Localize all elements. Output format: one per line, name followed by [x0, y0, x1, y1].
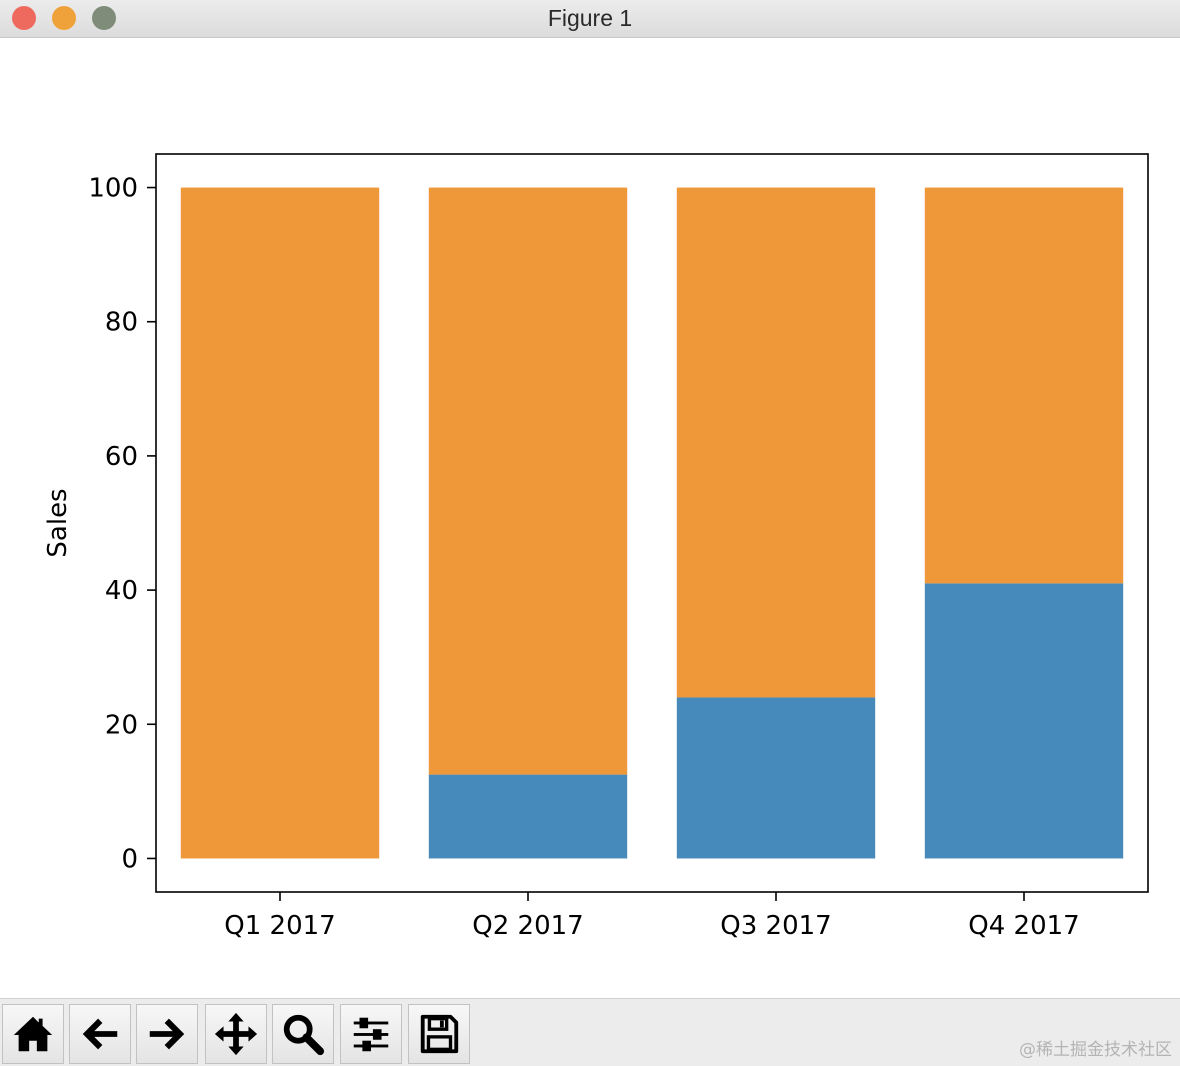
save-floppy-icon	[420, 1014, 459, 1054]
bar-series2-q4-2017	[924, 187, 1124, 584]
bar-series1-q3-2017	[676, 697, 876, 859]
figure-canvas: 0 20 40 60 80 100 Q1 2017 Q2 2017 Q3 2017 Q4 2017…	[0, 38, 1180, 998]
configure-subplots-icon	[353, 1017, 389, 1052]
close-window-button[interactable]	[12, 6, 36, 30]
bar-chart: 0 20 40 60 80 100 Q1 2017 Q2 2017 Q3 2017 Q4 2017…	[43, 153, 1149, 941]
zoom-magnifier-icon	[283, 1014, 325, 1056]
bar-series1-q2-2017	[428, 774, 628, 859]
window-titlebar: Figure 1	[0, 0, 1180, 38]
back-arrow-icon	[82, 1018, 118, 1050]
bar-series1-q4-2017	[924, 583, 1124, 859]
y-tick-label-60: 60	[105, 442, 138, 472]
pan-move-icon	[214, 1012, 258, 1056]
y-tick-label-100: 100	[88, 174, 138, 204]
window-title: Figure 1	[547, 5, 633, 31]
y-tick-label-0: 0	[121, 844, 138, 874]
y-tick-label-40: 40	[105, 576, 138, 606]
watermark-text: @稀土掘金技术社区	[1019, 1040, 1172, 1060]
y-tick-label-80: 80	[105, 308, 138, 338]
minimize-window-button[interactable]	[52, 6, 76, 30]
pan-button[interactable]	[205, 1004, 267, 1064]
zoom-window-button[interactable]	[92, 6, 116, 30]
navigation-toolbar: @稀土掘金技术社区	[0, 998, 1180, 1066]
plot-frame	[155, 153, 1149, 893]
forward-button[interactable]	[136, 1004, 198, 1064]
y-axis-label: Sales	[43, 488, 73, 557]
home-icon	[13, 1016, 53, 1052]
configure-subplots-button[interactable]	[340, 1004, 402, 1064]
bar-series2-q2-2017	[428, 187, 628, 775]
zoom-button[interactable]	[272, 1004, 334, 1064]
bar-series2-q3-2017	[676, 187, 876, 698]
bar-series2-q1-2017	[180, 187, 380, 859]
home-button[interactable]	[2, 1004, 64, 1064]
x-tick-label-3: Q3 2017	[720, 911, 831, 941]
x-tick-label-4: Q4 2017	[968, 911, 1079, 941]
forward-arrow-icon	[149, 1018, 185, 1050]
x-tick-label-2: Q2 2017	[472, 911, 583, 941]
y-tick-label-20: 20	[105, 710, 138, 740]
back-button[interactable]	[69, 1004, 131, 1064]
x-tick-label-1: Q1 2017	[224, 911, 335, 941]
save-button[interactable]	[408, 1004, 470, 1064]
